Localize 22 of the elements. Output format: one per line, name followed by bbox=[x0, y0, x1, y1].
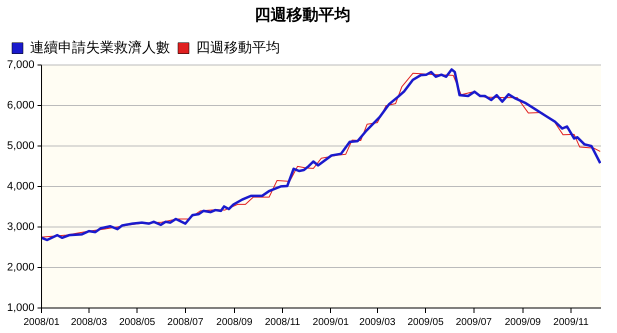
chart-title: 四週移動平均 bbox=[254, 4, 350, 24]
y-tick-label: 4,000 bbox=[6, 180, 35, 193]
x-tick-label: 2008/11 bbox=[264, 316, 301, 328]
y-tick-label: 5,000 bbox=[6, 140, 35, 152]
y-tick-label: 7,000 bbox=[6, 59, 35, 72]
y-tick-label: 6,000 bbox=[6, 100, 35, 112]
x-tick-label: 2009/09 bbox=[504, 316, 542, 328]
x-tick-label: 2008/07 bbox=[167, 316, 204, 328]
y-tick-label: 3,000 bbox=[6, 221, 35, 234]
x-tick-label: 2009/03 bbox=[359, 316, 396, 328]
x-tick-label: 2009/05 bbox=[407, 316, 444, 328]
x-tick-label: 2008/03 bbox=[70, 316, 108, 328]
x-tick-label: 2009/07 bbox=[456, 316, 492, 328]
x-tick-label: 2008/05 bbox=[119, 316, 156, 328]
legend-label: 連續申請失業救濟人數 bbox=[30, 40, 170, 56]
y-tick-label: 1,000 bbox=[6, 302, 35, 314]
y-tick-label: 2,000 bbox=[6, 262, 35, 274]
x-tick-label: 2008/09 bbox=[216, 316, 253, 328]
x-tick-label: 2009/11 bbox=[553, 316, 590, 328]
legend-label: 四週移動平均 bbox=[196, 40, 280, 56]
x-tick-label: 2009/01 bbox=[312, 316, 350, 328]
x-tick-label: 2008/01 bbox=[23, 316, 60, 328]
